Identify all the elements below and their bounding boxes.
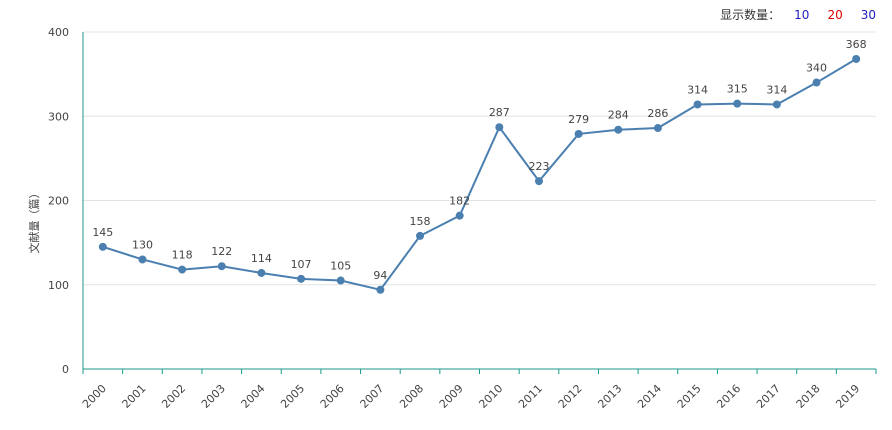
display-count-option-10[interactable]: 10 bbox=[794, 7, 810, 22]
data-point bbox=[376, 285, 385, 294]
data-label: 114 bbox=[251, 252, 272, 265]
x-tick-label: 2003 bbox=[199, 382, 228, 411]
data-point bbox=[495, 123, 504, 132]
data-label: 314 bbox=[687, 83, 708, 96]
data-label: 182 bbox=[449, 195, 470, 208]
data-point bbox=[178, 265, 187, 274]
data-point bbox=[772, 100, 781, 109]
data-point bbox=[614, 125, 623, 134]
x-tick-label: 2019 bbox=[833, 382, 862, 411]
data-point bbox=[574, 129, 583, 138]
x-tick-label: 2017 bbox=[754, 382, 783, 411]
data-label: 94 bbox=[373, 269, 387, 282]
data-label: 284 bbox=[608, 109, 629, 122]
data-label: 314 bbox=[766, 83, 787, 96]
series-line bbox=[102, 58, 857, 291]
data-label: 279 bbox=[568, 113, 589, 126]
data-point bbox=[217, 262, 226, 271]
x-tick-label: 2005 bbox=[278, 382, 307, 411]
x-tick-label: 2002 bbox=[159, 382, 188, 411]
x-tick-label: 2008 bbox=[397, 382, 426, 411]
data-label: 118 bbox=[172, 249, 193, 262]
data-label: 107 bbox=[291, 258, 312, 271]
data-label: 105 bbox=[330, 260, 351, 273]
y-axis-label: 文献量（篇） bbox=[27, 188, 41, 254]
x-tick-label: 2001 bbox=[120, 382, 149, 411]
data-label: 340 bbox=[806, 62, 827, 75]
x-tick-label: 2012 bbox=[556, 382, 585, 411]
data-point bbox=[812, 78, 821, 87]
data-point bbox=[653, 124, 662, 133]
x-tick-label: 2004 bbox=[239, 382, 268, 411]
data-label: 368 bbox=[846, 38, 867, 51]
data-point bbox=[852, 54, 861, 63]
data-point bbox=[98, 242, 107, 251]
x-tick-label: 2016 bbox=[714, 382, 743, 411]
x-tick-label: 2000 bbox=[80, 382, 109, 411]
x-tick-label: 2011 bbox=[516, 382, 545, 411]
data-label: 287 bbox=[489, 106, 510, 119]
data-label: 122 bbox=[211, 245, 232, 258]
x-tick-label: 2009 bbox=[437, 382, 466, 411]
data-point bbox=[297, 274, 306, 283]
display-count-option-20[interactable]: 20 bbox=[827, 7, 843, 22]
x-tick-label: 2014 bbox=[635, 382, 664, 411]
data-point bbox=[733, 99, 742, 108]
data-point bbox=[416, 231, 425, 240]
y-tick-label: 200 bbox=[48, 195, 69, 208]
x-tick-label: 2015 bbox=[675, 382, 704, 411]
display-count-label: 显示数量： bbox=[720, 8, 781, 22]
data-label: 145 bbox=[92, 226, 113, 239]
x-tick-label: 2006 bbox=[318, 382, 347, 411]
display-count-option-30[interactable]: 30 bbox=[860, 7, 876, 22]
y-tick-label: 0 bbox=[62, 363, 69, 376]
x-tick-label: 2010 bbox=[476, 382, 505, 411]
data-label: 223 bbox=[528, 160, 549, 173]
y-tick-label: 100 bbox=[48, 279, 69, 292]
data-label: 286 bbox=[647, 107, 668, 120]
data-label: 130 bbox=[132, 238, 153, 251]
data-point bbox=[336, 276, 345, 285]
y-tick-label: 300 bbox=[48, 110, 69, 123]
data-point bbox=[257, 268, 266, 277]
display-count-controls: 显示数量： 10 20 30 bbox=[720, 6, 880, 23]
data-label: 158 bbox=[410, 215, 431, 228]
y-tick-label: 400 bbox=[48, 26, 69, 39]
data-point bbox=[138, 255, 147, 264]
x-tick-label: 2013 bbox=[595, 382, 624, 411]
data-point bbox=[455, 211, 464, 220]
x-tick-label: 2018 bbox=[794, 382, 823, 411]
data-point bbox=[693, 100, 702, 109]
x-tick-label: 2007 bbox=[358, 382, 387, 411]
data-label: 315 bbox=[727, 83, 748, 96]
data-point bbox=[534, 177, 543, 186]
